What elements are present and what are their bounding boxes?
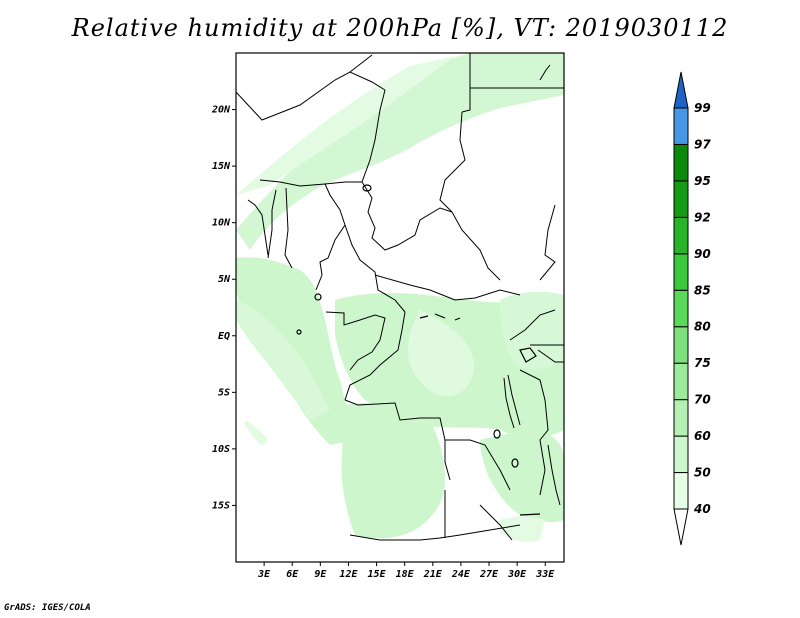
credit-text: GrADS: IGES/COLA bbox=[4, 603, 91, 613]
boundary-congo-drc bbox=[344, 311, 406, 401]
lat-tick-label: 15N bbox=[212, 161, 231, 172]
boundary-egypt-sudan bbox=[461, 53, 471, 113]
colorbar-segment bbox=[673, 326, 689, 364]
colorbar-label: 97 bbox=[694, 137, 711, 151]
lat-tick-label: 10S bbox=[212, 444, 230, 455]
boundary-sahara-north bbox=[236, 71, 386, 121]
colorbar-bottom-arrow bbox=[673, 508, 689, 546]
humidity-region-gulf bbox=[236, 300, 330, 420]
boundary-car-drc bbox=[374, 274, 521, 301]
colorbar-label: 70 bbox=[694, 393, 711, 407]
boundary-lake-tanganyika bbox=[503, 374, 521, 429]
boundary-niger-nigeria bbox=[259, 179, 362, 187]
humidity-region-southeast bbox=[480, 431, 564, 523]
lon-tick-label: 27E bbox=[479, 569, 499, 580]
boundary-chad-sudan bbox=[361, 89, 501, 281]
humidity-field bbox=[236, 53, 564, 543]
colorbar-segment bbox=[673, 399, 689, 437]
humidity-region-north-band-light bbox=[236, 56, 455, 195]
boundary-zambia-zimbabwe bbox=[459, 524, 521, 536]
colorbar-segment bbox=[673, 253, 689, 291]
colorbar-label: 60 bbox=[694, 429, 711, 443]
country-boundaries bbox=[236, 53, 564, 541]
boundary-nigeria-cameroon bbox=[315, 183, 346, 291]
lon-tick-label: 24E bbox=[451, 569, 471, 580]
boundary-sudan-east bbox=[439, 111, 466, 213]
colorbar-label: 95 bbox=[694, 174, 711, 188]
lake-bioko bbox=[296, 329, 302, 335]
colorbar-label: 99 bbox=[694, 101, 711, 115]
boundary-angola-namibia bbox=[349, 534, 461, 541]
colorbar-label: 92 bbox=[694, 210, 711, 224]
boundary-uganda-kenya bbox=[530, 344, 564, 363]
humidity-region-sw-patch bbox=[245, 420, 268, 446]
boundary-cameroon-car bbox=[344, 224, 406, 313]
humidity-region-east-highlands bbox=[500, 291, 564, 370]
colorbar-segment bbox=[673, 180, 689, 218]
lon-tick-label: 30E bbox=[507, 569, 527, 580]
colorbar-label: 90 bbox=[694, 247, 711, 261]
colorbar-segment bbox=[673, 435, 689, 474]
chart-title: Relative humidity at 200hPa [%], VT: 201… bbox=[71, 14, 729, 42]
lat-tick-label: 15S bbox=[212, 500, 230, 511]
longitude-axis: 3E 6E 9E 12E 15E 18E 21E 24E 27E 30E 33E bbox=[257, 562, 555, 580]
lon-tick-label: 18E bbox=[396, 569, 415, 580]
humidity-region-central-light bbox=[408, 310, 475, 397]
colorbar-segment bbox=[673, 143, 689, 182]
colorbar-segment bbox=[673, 107, 689, 145]
colorbar-segment bbox=[673, 289, 689, 328]
boundary-drc-zambia bbox=[445, 439, 511, 491]
colorbar-label: 80 bbox=[694, 320, 711, 334]
boundary-libya-chad bbox=[349, 54, 373, 73]
humidity-region-south bbox=[341, 403, 445, 539]
colorbar-label: 50 bbox=[694, 466, 711, 480]
lon-tick-label: 33E bbox=[535, 569, 555, 580]
boundary-west-africa bbox=[247, 187, 293, 269]
humidity-region-se-patch bbox=[500, 516, 545, 543]
lake-chad bbox=[362, 184, 372, 192]
lon-tick-label: 15E bbox=[368, 569, 387, 580]
lon-tick-label: 3E bbox=[257, 569, 271, 580]
lake-victoria bbox=[519, 347, 537, 363]
lon-tick-label: 9E bbox=[314, 569, 327, 580]
boundary-sudan-ethiopia bbox=[539, 204, 556, 281]
lat-tick-label: EQ bbox=[218, 331, 230, 342]
lon-tick-label: 12E bbox=[339, 569, 358, 580]
humidity-region-north-band bbox=[236, 53, 564, 250]
lake-gabon bbox=[314, 293, 322, 301]
colorbar-label: 85 bbox=[694, 283, 711, 297]
lat-tick-label: 5N bbox=[218, 274, 231, 285]
lakes bbox=[296, 184, 541, 516]
congo-lake-marks bbox=[419, 313, 461, 321]
lat-tick-label: 5S bbox=[218, 387, 230, 398]
boundary-namibia-botswana bbox=[444, 490, 513, 541]
lon-tick-label: 6E bbox=[286, 569, 299, 580]
colorbar-top-arrow bbox=[673, 71, 689, 109]
boundary-east-africa bbox=[509, 309, 556, 496]
latitude-axis: 20N 15N 10N 5N EQ 5S 10S 15S bbox=[211, 105, 236, 511]
map-frame bbox=[235, 52, 565, 563]
lon-tick-label: 21E bbox=[423, 569, 443, 580]
colorbar-label: 75 bbox=[694, 356, 711, 370]
lat-tick-label: 10N bbox=[212, 218, 231, 229]
colorbar-label: 40 bbox=[693, 502, 711, 516]
lake-mweru bbox=[493, 429, 501, 439]
boundary-drc-angola bbox=[344, 399, 451, 481]
boundary-lake-malawi bbox=[547, 444, 561, 506]
colorbar: 40 50 60 70 75 80 85 90 92 95 97 99 bbox=[673, 71, 711, 546]
boundary-north-east bbox=[539, 64, 551, 81]
colorbar-segment bbox=[673, 362, 689, 401]
colorbar-segment bbox=[673, 472, 689, 510]
colorbar-segment bbox=[673, 216, 689, 255]
boundary-gabon-congo bbox=[325, 311, 386, 371]
lake-malawi-shore bbox=[519, 513, 541, 516]
lake-kariba bbox=[511, 458, 519, 468]
lat-tick-label: 20N bbox=[211, 105, 231, 116]
